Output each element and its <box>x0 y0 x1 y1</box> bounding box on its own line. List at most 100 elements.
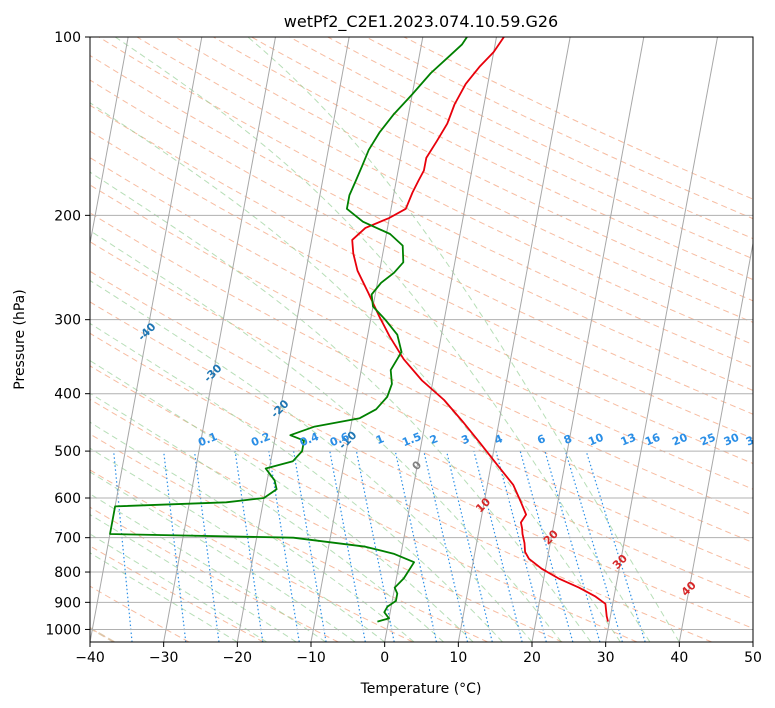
dry-adiabat <box>90 104 753 440</box>
isotherm-line <box>310 37 424 642</box>
isotherm-line <box>90 37 203 642</box>
dry-adiabat <box>90 506 339 642</box>
plot-frame <box>89 36 754 643</box>
mixing-ratio-label: 2 <box>428 432 440 447</box>
mixing-ratio-label: 36 <box>744 431 763 449</box>
y-tick-label: 600 <box>54 491 81 507</box>
dry-adiabat <box>174 37 753 323</box>
x-axis-label: Temperature (°C) <box>360 681 482 697</box>
mixing-ratio-label: 16 <box>643 431 662 449</box>
dry-adiabat <box>98 37 753 368</box>
dewpoint-line <box>109 37 468 623</box>
x-tick-label: 30 <box>597 650 615 666</box>
mixing-ratio-line <box>293 451 327 642</box>
moist-adiabat <box>90 471 356 642</box>
moist-adiabat <box>90 171 592 642</box>
x-tick-label: −30 <box>149 650 179 666</box>
x-tick-label: −20 <box>223 650 253 666</box>
x-tick-label: 50 <box>744 650 762 666</box>
y-tick-label: 700 <box>54 531 81 547</box>
mixing-ratio-line <box>193 451 220 642</box>
moist-adiabat <box>90 279 533 642</box>
mixing-ratio-label: 8 <box>562 432 574 447</box>
mixing-ratio-lines <box>113 450 646 642</box>
moist-adiabat <box>90 322 503 642</box>
mixing-ratio-line <box>544 450 601 642</box>
dry-adiabat <box>289 37 753 260</box>
dry-adiabat <box>403 37 753 200</box>
mixing-ratio-label: 10 <box>586 431 605 449</box>
mixing-ratio-line <box>329 450 366 642</box>
dry-adiabat <box>90 54 753 391</box>
dry-adiabat <box>90 398 563 642</box>
dry-adiabats <box>90 37 753 642</box>
x-tick-label: −10 <box>296 650 326 666</box>
y-axis-ticks: 100 200 300 400 500 600 700 800 900 1000 <box>45 30 90 638</box>
dry-adiabat <box>90 130 753 465</box>
mixing-ratio-line <box>268 451 300 642</box>
isotherm-line <box>678 240 753 642</box>
mixing-ratio-line <box>163 451 187 642</box>
dry-adiabat <box>251 37 753 281</box>
isotherm-line <box>605 37 718 642</box>
mixing-ratio-label: 25 <box>698 431 717 449</box>
dry-adiabat <box>90 469 414 642</box>
y-tick-label: 900 <box>54 595 81 611</box>
dry-adiabat <box>327 37 753 240</box>
mixing-ratio-line <box>423 450 469 642</box>
sounding-series <box>109 37 609 623</box>
dry-adiabat <box>90 79 753 415</box>
isotherm-line <box>236 37 350 642</box>
mixing-ratio-label: 30 <box>722 431 741 449</box>
mixing-ratio-label: 13 <box>619 431 638 449</box>
x-tick-label: 10 <box>449 650 467 666</box>
x-axis-ticks: −40 −30 −20 −10 0 10 20 30 40 50 <box>75 642 762 666</box>
dry-adiabat <box>90 365 638 642</box>
moist-adiabat <box>90 360 474 642</box>
isotherm-line <box>90 37 129 247</box>
plot-area: -100-90-80-70-60-50-40-30-20-10010203040… <box>90 37 763 642</box>
mixing-ratio-line <box>355 450 395 642</box>
isotherm-line <box>163 37 276 642</box>
isotherm-line <box>384 37 497 642</box>
isobar-grid <box>90 37 753 630</box>
y-tick-label: 800 <box>54 565 81 581</box>
mixing-ratio-line <box>394 450 438 642</box>
dry-adiabat <box>365 37 753 220</box>
x-tick-label: 0 <box>380 650 389 666</box>
dry-adiabat <box>90 241 753 571</box>
isotherm-line <box>457 37 571 642</box>
dry-adiabat <box>90 301 753 630</box>
dry-adiabat <box>136 37 753 346</box>
moist-adiabat <box>90 513 297 642</box>
chart-title: wetPf2_C2E1.2023.074.10.59.G26 <box>284 12 558 32</box>
mixing-ratio-label: 20 <box>670 431 689 449</box>
y-tick-label: 1000 <box>45 622 81 638</box>
x-tick-label: 20 <box>523 650 541 666</box>
x-tick-label: −40 <box>75 650 105 666</box>
mixing-ratio-label: 1 <box>374 432 386 447</box>
y-tick-label: 100 <box>54 30 81 46</box>
dry-adiabat <box>90 270 753 600</box>
mixing-ratio-line <box>519 450 574 642</box>
mixing-ratio-line <box>585 450 646 642</box>
moist-adiabat <box>90 533 268 642</box>
dry-adiabat <box>90 212 753 544</box>
moist-adiabat <box>114 37 651 642</box>
y-tick-label: 300 <box>54 313 81 329</box>
moist-adiabat <box>247 37 680 642</box>
y-tick-label: 200 <box>54 208 81 224</box>
y-axis-label: Pressure (hPa) <box>12 289 28 389</box>
mixing-ratio-line <box>234 451 264 642</box>
mixing-ratio-label: 3 <box>460 432 472 447</box>
y-tick-label: 500 <box>54 444 81 460</box>
temperature-line <box>351 37 609 622</box>
mixing-ratio-line <box>473 450 523 642</box>
mixing-ratio-line <box>564 450 623 642</box>
x-tick-label: 40 <box>670 650 688 666</box>
y-tick-label: 400 <box>54 387 81 403</box>
dry-adiabat <box>213 37 753 302</box>
isotherm-grid <box>90 37 753 642</box>
